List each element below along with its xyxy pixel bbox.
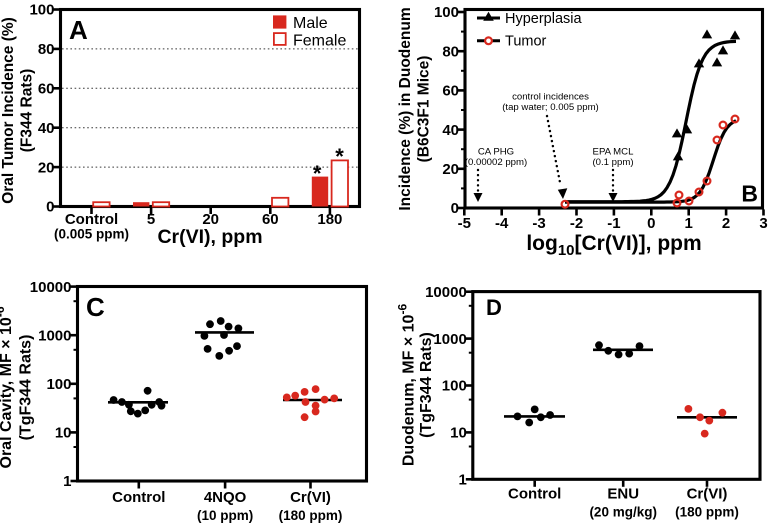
svg-text:20: 20 (202, 211, 219, 228)
svg-text:Duodenum, MF × 10-6: Duodenum, MF × 10-6 (396, 304, 418, 467)
svg-text:log10[Cr(VI)], ppm: log10[Cr(VI)], ppm (526, 232, 701, 259)
svg-text:20: 20 (442, 161, 459, 178)
svg-text:CA PHG: CA PHG (478, 147, 514, 158)
svg-text:80: 80 (442, 43, 459, 60)
svg-text:ENU: ENU (607, 486, 639, 503)
svg-text:-2: -2 (570, 215, 583, 232)
svg-text:60: 60 (442, 83, 459, 100)
svg-text:Male: Male (293, 15, 328, 32)
svg-text:40: 40 (442, 122, 459, 139)
svg-text:(B6C3F1 Mice): (B6C3F1 Mice) (416, 56, 433, 163)
svg-text:4NQO: 4NQO (204, 489, 247, 506)
svg-text:-4: -4 (495, 215, 509, 232)
svg-text:1: 1 (63, 473, 71, 490)
svg-text:(20 mg/kg): (20 mg/kg) (589, 505, 657, 520)
svg-text:Cr(VI), ppm: Cr(VI), ppm (157, 226, 262, 248)
svg-text:EPA MCL: EPA MCL (593, 147, 635, 158)
svg-text:0: 0 (647, 215, 655, 232)
svg-text:(0.005 ppm): (0.005 ppm) (54, 227, 129, 242)
svg-text:control incidences: control incidences (512, 92, 589, 103)
svg-text:Hyperplasia: Hyperplasia (505, 11, 582, 27)
svg-text:1000: 1000 (38, 327, 71, 344)
svg-text:1: 1 (458, 472, 466, 489)
svg-text:(0.00002 ppm): (0.00002 ppm) (465, 157, 527, 168)
svg-text:*: * (335, 144, 344, 169)
svg-text:Oral Tumor Incidence (%): Oral Tumor Incidence (%) (0, 17, 17, 204)
svg-text:10000: 10000 (425, 284, 467, 301)
svg-text:100: 100 (434, 4, 459, 21)
svg-text:1000: 1000 (433, 331, 466, 348)
svg-text:Cr(VI): Cr(VI) (687, 486, 728, 503)
svg-text:100: 100 (29, 2, 54, 19)
svg-text:Incidence (%) in Duodenum: Incidence (%) in Duodenum (397, 7, 414, 210)
svg-text:(0.1 ppm): (0.1 ppm) (592, 157, 633, 168)
svg-text:Cr(VI): Cr(VI) (290, 489, 331, 506)
svg-text:(180 ppm): (180 ppm) (279, 508, 343, 523)
svg-text:Control: Control (65, 211, 118, 228)
svg-text:Female: Female (293, 33, 346, 50)
svg-text:(tap water; 0.005 ppm): (tap water; 0.005 ppm) (502, 102, 599, 113)
svg-text:60: 60 (262, 211, 279, 228)
svg-text:1: 1 (685, 215, 693, 232)
svg-text:*: * (313, 161, 322, 186)
svg-text:60: 60 (38, 81, 55, 98)
svg-text:Oral Cavity, MF × 10-6: Oral Cavity, MF × 10-6 (0, 306, 15, 468)
svg-text:100: 100 (46, 376, 71, 393)
svg-text:0: 0 (46, 199, 54, 216)
svg-text:0: 0 (451, 200, 459, 217)
svg-text:-3: -3 (532, 215, 545, 232)
svg-text:80: 80 (38, 41, 55, 58)
svg-text:(10 ppm): (10 ppm) (197, 508, 253, 523)
svg-text:180: 180 (317, 211, 342, 228)
svg-text:D: D (486, 295, 502, 320)
svg-text:(180 ppm): (180 ppm) (675, 505, 739, 520)
svg-text:-1: -1 (607, 215, 620, 232)
svg-text:40: 40 (38, 120, 55, 137)
svg-text:(F344 Rats): (F344 Rats) (19, 69, 36, 153)
svg-text:Control: Control (112, 489, 165, 506)
svg-text:B: B (741, 181, 758, 207)
svg-text:-5: -5 (458, 215, 471, 232)
svg-text:10: 10 (450, 425, 467, 442)
svg-text:(TgF344 Rats): (TgF344 Rats) (418, 332, 435, 438)
svg-text:A: A (69, 15, 88, 45)
svg-text:5: 5 (147, 211, 155, 228)
svg-text:(TgF344 Rats): (TgF344 Rats) (18, 335, 35, 441)
svg-text:100: 100 (442, 378, 467, 395)
svg-text:Control: Control (508, 486, 561, 503)
svg-text:10: 10 (55, 425, 72, 442)
svg-text:20: 20 (38, 159, 55, 176)
svg-text:3: 3 (759, 215, 767, 232)
svg-text:C: C (86, 292, 105, 322)
svg-text:10000: 10000 (30, 279, 72, 296)
svg-text:2: 2 (722, 215, 730, 232)
svg-text:Tumor: Tumor (505, 34, 547, 50)
